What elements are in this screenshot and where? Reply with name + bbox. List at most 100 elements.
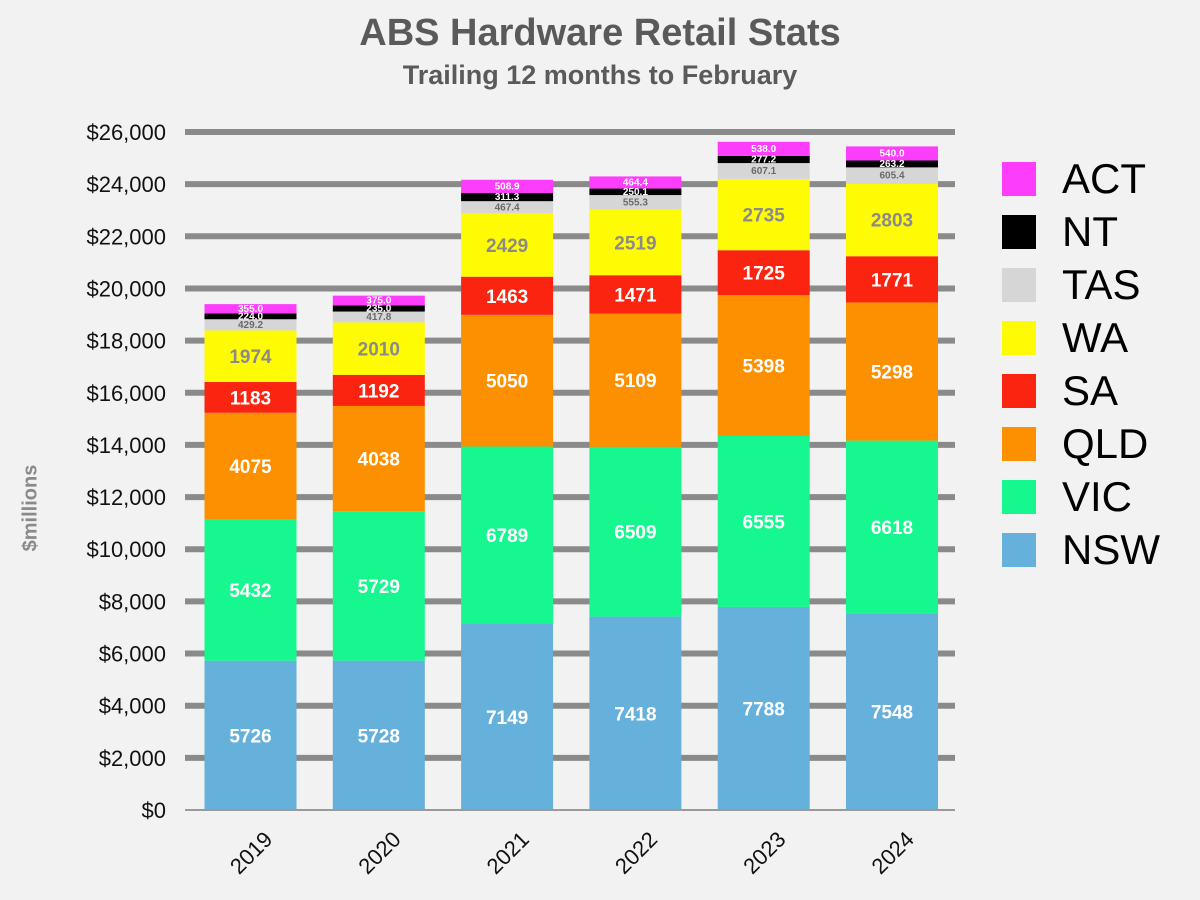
y-tick-label: $4,000 (99, 694, 166, 719)
legend-label: NSW (1062, 525, 1160, 573)
data-label: 263.2 (879, 159, 904, 170)
legend-item-nsw: NSW (1002, 523, 1160, 576)
bar-segment-tas (332, 311, 425, 323)
legend-swatch (1002, 479, 1036, 514)
bar-segment-nsw (717, 606, 810, 810)
legend-item-act: ACT (1002, 152, 1160, 205)
legend-label: QLD (1062, 419, 1149, 467)
data-label: 4038 (358, 450, 400, 471)
bar-segment-vic (717, 435, 810, 607)
legend-item-vic: VIC (1002, 470, 1160, 523)
bar-segment-qld (461, 314, 554, 447)
legend-label: WA (1062, 313, 1129, 361)
y-tick-label: $20,000 (86, 276, 166, 301)
data-label: 2803 (871, 211, 913, 232)
data-label: 5398 (743, 357, 785, 378)
bar-segment-act (589, 176, 682, 189)
data-label: 5726 (229, 726, 271, 747)
y-tick-label: $10,000 (86, 537, 166, 562)
bar-segment-wa (589, 209, 682, 276)
legend-label: ACT (1062, 154, 1146, 202)
data-label: 4075 (229, 457, 272, 478)
y-tick-label: $18,000 (86, 329, 166, 354)
bar-segment-wa (461, 213, 554, 277)
x-tick-label: 2021 (482, 827, 534, 879)
bar-segment-wa (717, 178, 810, 251)
data-label: 5728 (358, 726, 400, 747)
chart-legend: ACT NT TAS WA SA QLD VIC NSW (1002, 152, 1160, 576)
data-label: 6509 (614, 523, 656, 544)
legend-swatch (1002, 267, 1036, 302)
legend-swatch (1002, 373, 1036, 408)
data-label: 1974 (229, 347, 272, 368)
bar-segment-act (846, 146, 938, 161)
bar-segment-wa (204, 330, 297, 382)
data-label: 417.8 (366, 312, 391, 323)
data-label: 5109 (614, 371, 656, 392)
bar-segment-nt (717, 155, 810, 164)
data-label: 607.1 (751, 166, 776, 177)
bar-segment-qld (204, 412, 297, 520)
data-label: 7418 (614, 704, 656, 725)
legend-label: VIC (1062, 472, 1133, 520)
bars (204, 141, 938, 810)
legend-item-qld: QLD (1002, 417, 1160, 470)
y-tick-label: $8,000 (99, 589, 166, 614)
data-label: 235.0 (366, 303, 391, 314)
y-tick-label: $24,000 (86, 172, 166, 197)
x-tick-label: 2022 (610, 827, 662, 879)
data-label: 540.0 (879, 148, 904, 159)
bar-segment-act (461, 179, 554, 194)
data-label: 538.0 (751, 144, 776, 155)
bar-segment-vic (204, 519, 297, 661)
bar-segment-tas (846, 167, 938, 184)
data-label: 5432 (229, 581, 271, 602)
data-label: 375.0 (366, 296, 391, 307)
data-label: 6789 (486, 526, 528, 547)
bar-segment-qld (846, 302, 938, 441)
data-label: 1192 (358, 381, 399, 402)
data-label: 2010 (358, 340, 400, 361)
legend-item-wa: WA (1002, 311, 1160, 364)
legend-swatch (1002, 320, 1036, 355)
data-label: 1183 (230, 388, 271, 409)
bar-segment-act (717, 141, 810, 156)
data-label: 464.4 (623, 177, 648, 188)
data-label: 508.9 (495, 181, 520, 192)
x-tick-label: 2020 (353, 827, 405, 879)
legend-item-nt: NT (1002, 205, 1160, 258)
chart-subtitle: Trailing 12 months to February (402, 60, 798, 90)
data-label: 1471 (614, 285, 657, 306)
data-label: 355.0 (238, 304, 263, 315)
bar-segment-tas (717, 163, 810, 179)
bar-segment-vic (461, 446, 554, 624)
data-label: 605.4 (879, 170, 904, 181)
bar-segment-nsw (589, 616, 682, 810)
legend-label: NT (1062, 207, 1118, 255)
data-label: 6618 (871, 518, 913, 539)
legend-label: SA (1062, 366, 1119, 414)
bar-segment-vic (846, 440, 938, 614)
legend-swatch (1002, 214, 1036, 249)
data-label: 224.0 (238, 311, 263, 322)
data-label: 277.2 (751, 154, 776, 165)
data-label: 7548 (871, 703, 913, 724)
data-label: 6555 (743, 512, 786, 533)
bar-segment-qld (332, 405, 425, 512)
bar-segment-nt (461, 193, 554, 202)
bar-segment-nt (589, 188, 682, 196)
data-label: 2429 (486, 236, 528, 257)
bar-segment-wa (332, 322, 425, 375)
y-tick-label: $26,000 (86, 120, 166, 145)
x-tick-label: 2023 (738, 827, 790, 879)
data-label: 250.1 (623, 187, 648, 198)
chart-title: ABS Hardware Retail Stats (359, 12, 841, 54)
data-label: 7149 (486, 708, 528, 729)
bar-segment-sa (332, 374, 425, 406)
bar-segment-nsw (846, 613, 938, 810)
bar-segment-sa (589, 275, 682, 314)
bar-segment-sa (846, 256, 938, 303)
data-label: 555.3 (623, 197, 648, 208)
